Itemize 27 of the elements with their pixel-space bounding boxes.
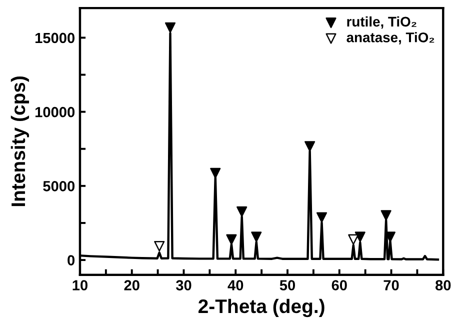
x-tick-label: 30 (176, 280, 192, 290)
point (210, 168, 221, 178)
y-tick-label: 5000 (43, 181, 75, 192)
point (236, 206, 248, 217)
point (354, 232, 366, 242)
x-tick-label: 80 (436, 280, 451, 290)
x-tick-label: 70 (384, 280, 399, 290)
point (226, 234, 237, 245)
legend-label: rutile, TiO₂ (347, 16, 416, 29)
y-tick-label: 10000 (35, 106, 75, 118)
point (380, 210, 392, 221)
point (316, 212, 328, 223)
point (251, 232, 262, 242)
point (348, 234, 359, 245)
y-tick-label: 15000 (35, 32, 75, 44)
y-tick-label: 0 (68, 255, 75, 266)
point (154, 240, 165, 252)
x-tick-label: 50 (280, 280, 296, 290)
x-tick-label: 20 (124, 280, 140, 290)
legend-label: anatase, TiO₂ (346, 32, 434, 44)
x-tick-label: 10 (72, 280, 88, 290)
x-axis-title: 2-Theta (deg.) (198, 298, 324, 318)
x-tick-label: 60 (332, 280, 347, 290)
point (304, 141, 316, 152)
x-tick-label: 40 (228, 280, 244, 290)
point (164, 22, 176, 33)
y-axis-title: Intensity (cps) (10, 76, 30, 206)
